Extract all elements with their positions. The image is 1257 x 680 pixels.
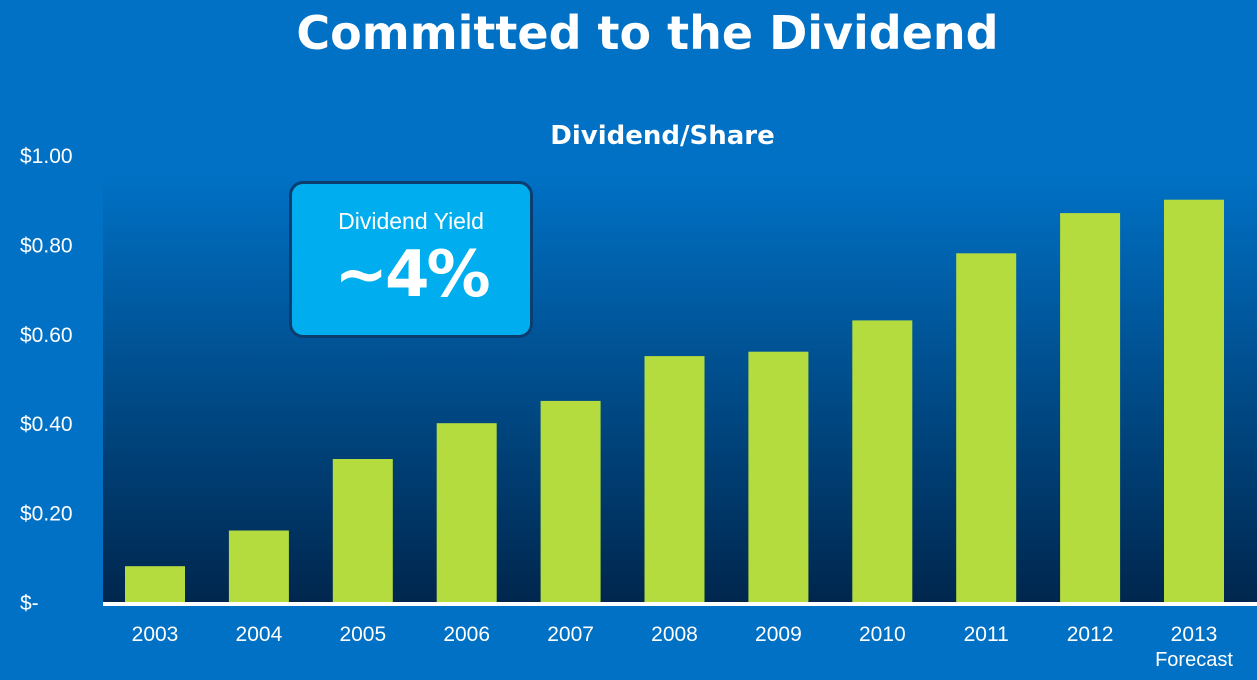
x-tick-label: 2013 [1171,623,1218,646]
bar-2006 [436,423,497,602]
x-tick-label: 2003 [132,623,179,646]
bar-2009 [748,351,809,602]
slide-title: Committed to the Dividend [296,6,999,60]
y-tick-label: $- [20,592,39,615]
bar-2013 [1164,199,1224,602]
chart-title: Dividend/Share [550,121,775,151]
x-tick-sublabel: Forecast [1155,649,1233,671]
bar-2005 [332,459,393,602]
bar-2010 [852,320,913,602]
bar-2007 [540,400,601,602]
x-tick-label: 2008 [651,623,698,646]
dividend-yield-label: Dividend Yield [338,208,484,234]
bar-2004 [228,530,289,602]
x-tick-label: 2007 [547,623,594,646]
y-tick-labels: $- $0.20 $0.40 $0.60 $0.80 $1.00 [20,145,73,615]
y-tick-label: $0.80 [20,234,73,257]
x-tick-label: 2005 [339,623,386,646]
dividend-yield-callout: Dividend Yield ~4% [289,181,533,338]
bar-2008 [644,356,705,602]
x-tick-label: 2006 [443,623,490,646]
dividend-yield-value: ~4% [334,238,490,312]
y-tick-label: $0.60 [20,324,73,347]
x-tick-label: 2009 [755,623,802,646]
x-tick-label: 2011 [964,623,1009,646]
y-tick-label: $0.20 [20,503,73,526]
bar-group [125,199,1224,603]
bar-2003 [125,566,185,602]
bar-2012 [1060,213,1121,602]
y-tick-label: $0.40 [20,413,73,436]
x-tick-label: 2010 [859,623,906,646]
bar-2011 [956,253,1017,603]
x-tick-label: 2012 [1067,623,1114,646]
x-tick-labels: 2003 2004 2005 2006 2007 2008 2009 2010 2011 2012… [132,623,1234,671]
y-tick-label: $1.00 [20,145,73,168]
x-tick-label: 2004 [236,623,283,646]
